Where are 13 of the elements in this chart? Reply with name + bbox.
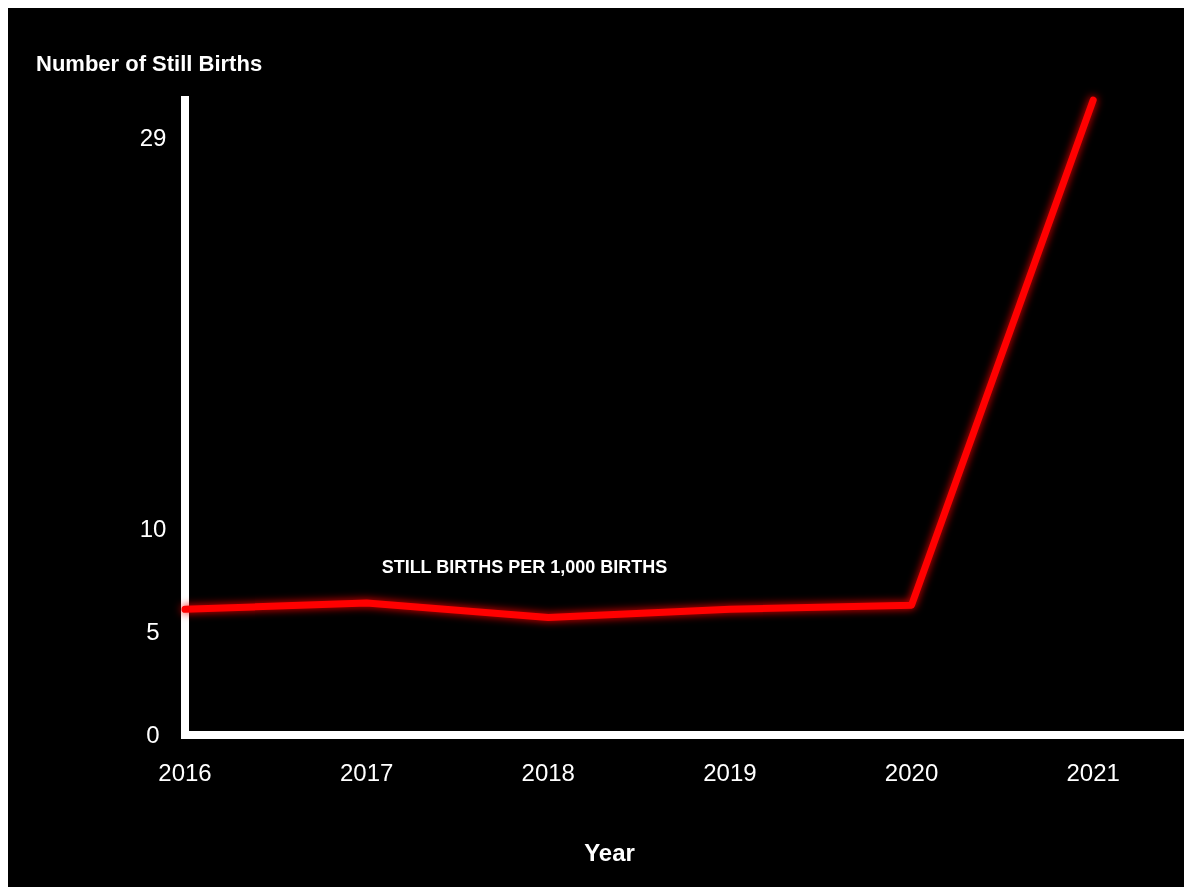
y-tick-label: 5 [146,618,160,646]
x-tick-label: 2017 [339,759,394,786]
y-tick-label: 29 [139,123,167,151]
x-tick-label: 2016 [158,759,212,786]
y-tick-label: 0 [146,721,160,749]
series-label: STILL BIRTHS PER 1,000 BIRTHS [381,557,668,578]
x-tick-label: 2019 [703,759,757,786]
x-axis-title: Year [584,839,635,866]
y-axis-title: Number of Still Births [36,51,263,76]
x-tick-label: 2018 [521,759,575,786]
y-tick-label: 10 [139,515,167,543]
x-tick-label: 2021 [1066,759,1120,786]
x-tick-label: 2020 [884,759,939,786]
